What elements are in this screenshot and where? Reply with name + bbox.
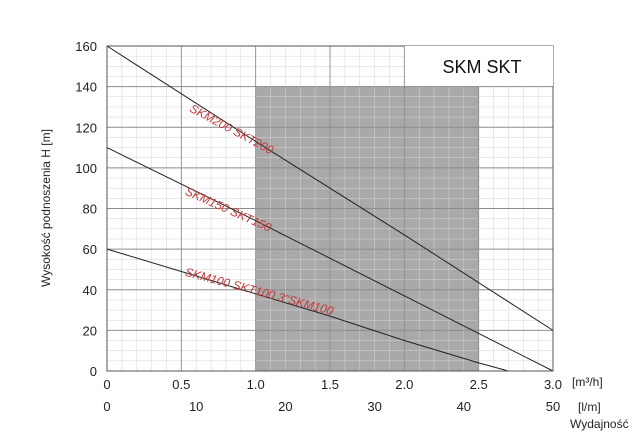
x-tick-label-bottom: 0 [103, 399, 110, 414]
y-tick-label: 80 [83, 202, 97, 217]
y-tick-label: 0 [90, 364, 97, 379]
x-tick-label-top: 3.0 [544, 377, 562, 392]
plot-frame [106, 45, 554, 372]
y-tick-label: 60 [83, 242, 97, 257]
y-tick-label: 140 [75, 80, 97, 95]
x-tick-label-bottom: 40 [457, 399, 471, 414]
x-tick-label-bottom: 50 [546, 399, 560, 414]
y-tick-label: 160 [75, 39, 97, 54]
x-tick-label-top: 2.0 [395, 377, 413, 392]
series-line [106, 248, 509, 372]
x-tick-label-bottom: 10 [189, 399, 203, 414]
x-axis-label: Wydajność [570, 417, 629, 431]
x-axis-unit-bottom: [l/m] [578, 400, 601, 414]
x-tick-label-top: 1.5 [321, 377, 339, 392]
series-line [106, 45, 554, 331]
series-line [106, 147, 554, 372]
y-tick-label: 20 [83, 323, 97, 338]
chart-title: SKM SKT [442, 57, 521, 77]
y-axis-label: Wysokość podnoszenia H [m] [39, 129, 53, 287]
y-tick-label: 120 [75, 120, 97, 135]
y-tick-label: 100 [75, 161, 97, 176]
title-box [405, 46, 553, 86]
y-tick-label: 40 [83, 283, 97, 298]
x-tick-label-bottom: 30 [367, 399, 381, 414]
x-tick-label-top: 0 [103, 377, 110, 392]
x-tick-label-top: 2.5 [470, 377, 488, 392]
x-tick-label-top: 1.0 [247, 377, 265, 392]
x-axis-unit-top: [m³/h] [572, 375, 603, 389]
x-tick-label-bottom: 20 [278, 399, 292, 414]
x-tick-label-top: 0.5 [172, 377, 190, 392]
